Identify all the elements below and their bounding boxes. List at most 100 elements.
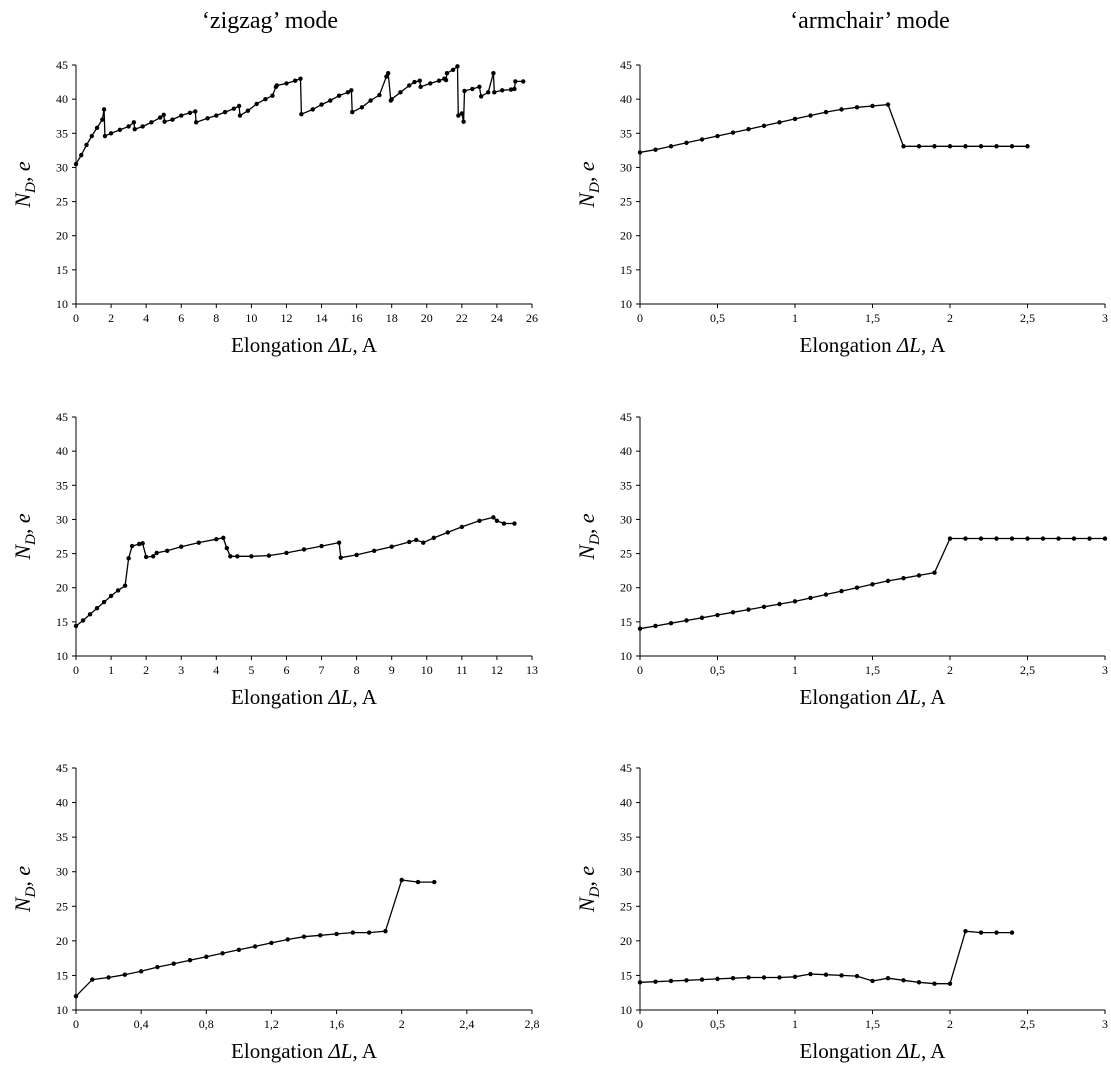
x-axis-label-symbol: ΔL <box>327 333 352 357</box>
x-tick-label: 26 <box>526 311 538 325</box>
data-point <box>389 96 394 102</box>
y-tick-label: 15 <box>56 263 68 277</box>
x-axis-label-symbol: ΔL <box>327 685 352 709</box>
y-tick-label: 10 <box>56 1003 68 1017</box>
chart-middle-right: 10 15 20 25 30 35 40 45 0 0,5 1 1,5 2 2,5 3 Elongation … <box>574 410 1108 709</box>
data-point <box>196 540 201 545</box>
data-point <box>746 975 751 980</box>
data-point <box>89 133 94 139</box>
data-point <box>100 117 105 122</box>
y-tick-label: 35 <box>620 126 632 140</box>
data-point <box>932 144 937 149</box>
data-point <box>136 541 142 547</box>
data-point <box>839 973 844 978</box>
x-tick-label: 18 <box>386 311 398 325</box>
x-tick-label: 1,5 <box>865 663 880 677</box>
data-point <box>808 113 813 118</box>
x-tick-label: 12 <box>491 663 503 677</box>
data-point <box>293 78 298 83</box>
y-tick-label: 15 <box>56 615 68 629</box>
data-point <box>418 84 423 90</box>
data-point <box>1009 930 1015 935</box>
data-point <box>73 993 79 999</box>
y-axis-label-rest: , e <box>10 161 35 182</box>
data-point <box>1087 536 1092 541</box>
data-point <box>179 544 184 549</box>
data-point <box>204 954 209 959</box>
data-point <box>1025 536 1030 541</box>
data-point <box>491 515 496 520</box>
data-point <box>205 116 210 121</box>
chart-top-right: 10 15 20 25 30 35 40 45 0 0,5 1 1,5 2 2,5 3 Elongation … <box>574 58 1108 357</box>
x-axis-label-symbol: ΔL <box>327 1039 352 1063</box>
data-point <box>254 101 259 107</box>
data-point <box>512 521 517 526</box>
data-point <box>383 928 388 934</box>
data-point <box>746 126 751 132</box>
x-tick-label: 9 <box>389 663 395 677</box>
x-axis-label-text: Elongation <box>800 1039 897 1063</box>
data-point <box>901 575 906 581</box>
data-point <box>637 980 643 985</box>
x-tick-label: 6 <box>178 311 184 325</box>
data-point <box>885 975 891 981</box>
data-point <box>187 110 193 116</box>
y-axis-label-symbol: N <box>10 544 35 561</box>
data-point <box>485 90 491 95</box>
y-tick-label: 45 <box>620 410 632 424</box>
data-point <box>155 964 160 970</box>
data-point <box>1009 144 1015 149</box>
column-title-armchair: ‘armchair’ mode <box>790 8 950 34</box>
x-axis-label: Elongation ΔL, A <box>800 685 947 709</box>
data-point <box>224 545 230 551</box>
x-axis-label: Elongation ΔL, A <box>231 685 378 709</box>
data-point <box>668 978 674 984</box>
data-point <box>761 604 767 610</box>
y-tick-label: 10 <box>620 297 632 311</box>
x-tick-label: 1,6 <box>329 1017 344 1031</box>
data-point <box>84 142 89 148</box>
data-point <box>715 133 720 139</box>
data-point <box>285 937 290 942</box>
x-tick-label: 10 <box>245 311 257 325</box>
x-axis-label-text: Elongation <box>800 333 897 357</box>
data-point <box>963 144 968 149</box>
data-point <box>1071 536 1077 541</box>
column-title-zigzag: ‘zigzag’ mode <box>201 8 339 34</box>
data-point <box>994 144 999 149</box>
data-point <box>492 90 497 95</box>
data-point <box>730 610 736 615</box>
data-point <box>947 144 953 149</box>
data-point <box>668 621 674 626</box>
data-point <box>263 96 268 102</box>
x-tick-label: 8 <box>354 663 360 677</box>
y-tick-label: 30 <box>56 160 68 174</box>
data-point <box>399 877 404 883</box>
data-point <box>901 144 906 149</box>
y-axis-label: ND, e <box>10 161 39 209</box>
data-point <box>947 981 953 986</box>
data-point <box>140 124 145 129</box>
data-point <box>730 130 736 135</box>
data-point <box>179 113 184 118</box>
data-point <box>236 947 242 953</box>
x-tick-label: 2,5 <box>1020 1017 1035 1031</box>
x-tick-label: 2 <box>108 311 114 325</box>
data-point <box>412 79 417 85</box>
chart-bottom-left: 10 15 20 25 30 35 40 45 0 0,4 0,8 1,2 1,6 2 2,4 2,8 Elon… <box>10 761 540 1063</box>
x-axis-label: Elongation ΔL, A <box>231 1039 378 1063</box>
data-point <box>978 930 984 935</box>
y-axis-label-symbol: N <box>574 544 599 561</box>
y-tick-label: 30 <box>620 160 632 174</box>
data-point <box>371 548 377 554</box>
data-point <box>284 550 289 556</box>
x-tick-label: 0,5 <box>710 1017 725 1031</box>
data-point <box>154 550 159 556</box>
data-point <box>140 541 145 546</box>
data-point <box>512 86 517 92</box>
data-point <box>414 537 419 543</box>
data-point <box>808 971 813 977</box>
data-point <box>328 98 333 103</box>
data-point <box>236 103 242 109</box>
x-tick-label: 0 <box>73 663 79 677</box>
